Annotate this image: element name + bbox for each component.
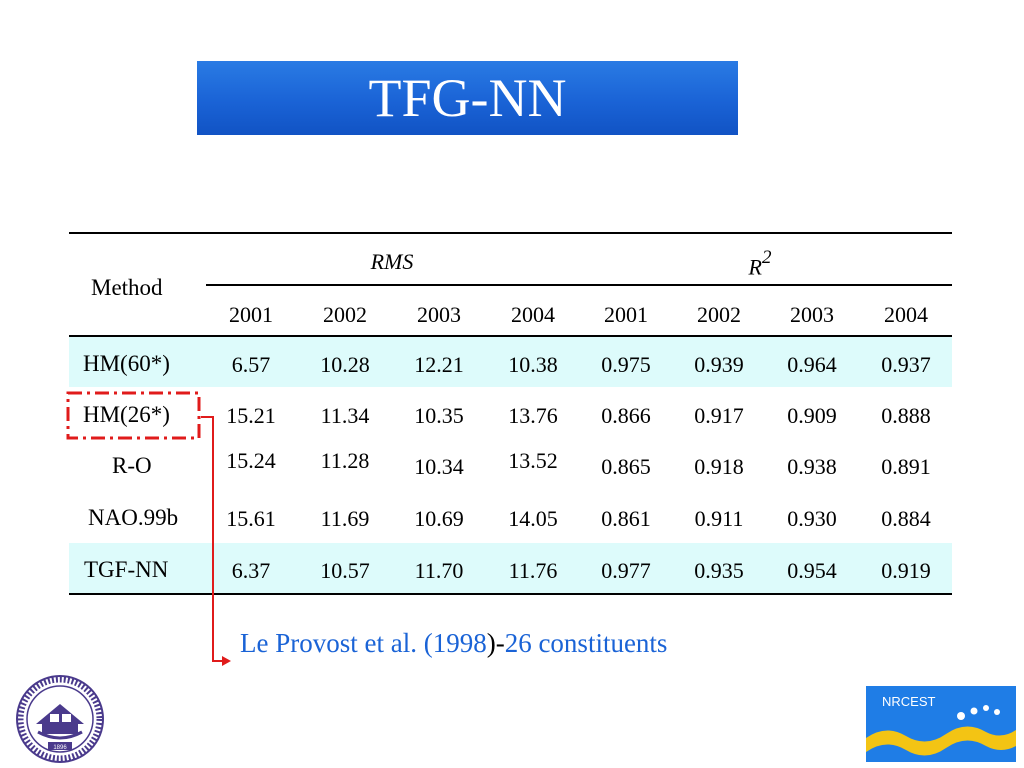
table-value-cell: 15.61 <box>226 506 276 531</box>
table-value-cell: 10.57 <box>320 558 370 583</box>
year-header-cell: 2003 <box>417 302 461 327</box>
slide-title: TFG-NN <box>368 68 567 128</box>
arrow-icon <box>222 656 231 666</box>
table-value-cell: 0.909 <box>787 403 837 428</box>
table-value-cell: 10.28 <box>320 352 370 377</box>
university-seal-logo: 1896 <box>16 675 104 763</box>
table-value-cell: 0.939 <box>694 352 744 377</box>
row-highlight-hm60 <box>69 337 952 387</box>
table-value-cell: 0.861 <box>601 506 651 531</box>
table-value-cell: 0.911 <box>694 506 744 531</box>
caption-citation: Le Provost et al. (1998 <box>240 628 487 658</box>
table-value-cell: 13.76 <box>508 403 558 428</box>
table-value-cell: 0.918 <box>694 454 744 479</box>
table-bottom-rule <box>69 593 952 595</box>
table-value-cell: 15.21 <box>226 403 276 428</box>
table-value-cell: 11.70 <box>414 558 464 583</box>
table-value-cell: 6.37 <box>231 558 271 583</box>
title-banner: TFG-NN <box>197 61 738 135</box>
annotation-connector-v <box>212 416 214 661</box>
table-value-cell: 10.35 <box>414 403 464 428</box>
row-highlight-tgfnn <box>69 543 952 593</box>
method-cell: TGF-NN <box>84 557 169 582</box>
table-value-cell: 10.38 <box>508 352 558 377</box>
table-value-cell: 0.975 <box>601 352 651 377</box>
table-value-cell: 15.24 <box>226 448 276 473</box>
caption-separator: )- <box>486 628 505 658</box>
method-cell: HM(60*) <box>83 351 170 376</box>
table-top-rule <box>69 232 952 234</box>
table-value-cell: 0.917 <box>694 403 744 428</box>
year-header-cell: 2002 <box>323 302 367 327</box>
method-cell: NAO.99b <box>88 505 179 530</box>
table-value-cell: 0.891 <box>881 454 931 479</box>
table-value-cell: 0.977 <box>601 558 651 583</box>
method-header: Method <box>91 275 163 300</box>
year-header-cell: 2003 <box>790 302 834 327</box>
table-value-cell: 6.57 <box>231 352 271 377</box>
table-value-cell: 0.964 <box>787 352 837 377</box>
table-value-cell: 0.930 <box>787 506 837 531</box>
method-cell: HM(26*) <box>83 402 170 427</box>
table-value-cell: 0.919 <box>881 558 931 583</box>
r2-group-header: R2 <box>748 247 772 280</box>
method-cell: R-O <box>112 453 152 478</box>
year-header-cell: 2004 <box>511 302 555 327</box>
table-value-cell: 14.05 <box>508 506 558 531</box>
year-header-cell: 2002 <box>697 302 741 327</box>
rms-group-header: RMS <box>370 249 414 274</box>
table-value-cell: 0.866 <box>601 403 651 428</box>
table-value-cell: 0.937 <box>881 352 931 377</box>
header-bottom-rule <box>69 335 952 337</box>
highlight-dashed-box <box>66 391 201 440</box>
table-value-cell: 13.52 <box>508 448 558 473</box>
annotation-connector-h2 <box>212 660 224 662</box>
table-value-cell: 11.69 <box>320 506 370 531</box>
table-value-cell: 0.954 <box>787 558 837 583</box>
caption: Le Provost et al. (1998)-26 constituents <box>240 630 667 657</box>
svg-text:1896: 1896 <box>53 745 67 751</box>
table-value-cell: 0.865 <box>601 454 651 479</box>
table-value-cell: 11.28 <box>320 448 370 473</box>
table-value-cell: 12.21 <box>414 352 464 377</box>
year-header-cell: 2001 <box>604 302 648 327</box>
table-value-cell: 0.938 <box>787 454 837 479</box>
table-value-cell: 0.935 <box>694 558 744 583</box>
year-header-cell: 2001 <box>229 302 273 327</box>
nrcest-logo: NRCEST <box>866 686 1016 762</box>
group-header-rule <box>206 284 952 286</box>
table-value-cell: 11.34 <box>320 403 370 428</box>
table-value-cell: 0.884 <box>881 506 931 531</box>
table-value-cell: 10.34 <box>414 454 464 479</box>
svg-text:NRCEST: NRCEST <box>882 694 936 709</box>
table-value-cell: 10.69 <box>414 506 464 531</box>
table-value-cell: 11.76 <box>508 558 558 583</box>
caption-constituents: 26 constituents <box>504 628 668 658</box>
table-value-cell: 0.888 <box>881 403 931 428</box>
annotation-connector-h1 <box>201 416 214 418</box>
year-header-cell: 2004 <box>884 302 928 327</box>
